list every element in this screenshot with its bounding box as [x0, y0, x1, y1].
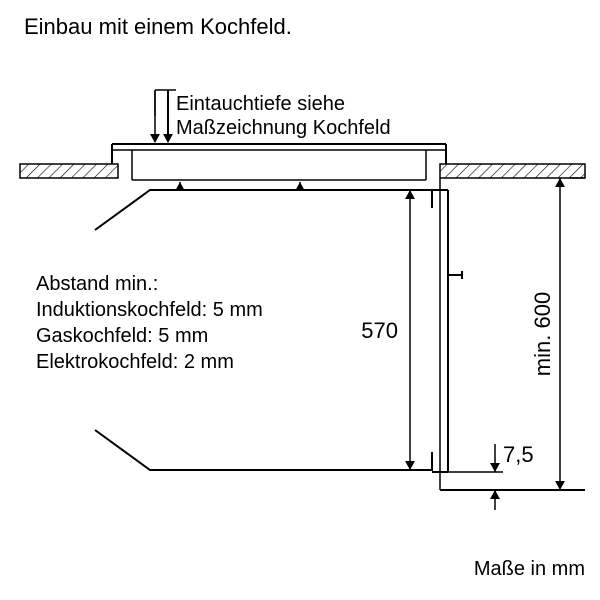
drawing-stroke [555, 178, 565, 187]
clearance-heading: Abstand min.: [36, 273, 158, 295]
drawing-stroke [163, 134, 173, 143]
clearance-line: Elektrokochfeld: 2 mm [36, 351, 234, 373]
drawing-stroke [405, 190, 415, 199]
drawing-stroke [405, 461, 415, 470]
drawing-stroke [440, 164, 585, 178]
dim-7-5: 7,5 [503, 442, 534, 467]
note-line2: Maßzeichnung Kochfeld [176, 117, 391, 139]
drawing-stroke [295, 182, 305, 191]
dim-570: 570 [361, 318, 398, 343]
drawing-stroke [490, 490, 500, 499]
drawing-stroke [175, 182, 185, 191]
drawing-stroke [95, 430, 432, 470]
drawing-stroke [95, 190, 432, 230]
dim-min600: min. 600 [530, 292, 555, 376]
drawing-stroke [150, 134, 160, 143]
page-title: Einbau mit einem Kochfeld. [24, 14, 292, 39]
drawing-stroke [555, 481, 565, 490]
units-footer: Maße in mm [474, 558, 585, 580]
drawing-stroke [20, 164, 118, 178]
clearance-line: Induktionskochfeld: 5 mm [36, 299, 263, 321]
clearance-line: Gaskochfeld: 5 mm [36, 325, 208, 347]
note-line1: Eintauchtiefe siehe [176, 93, 345, 115]
drawing-stroke [490, 463, 500, 472]
